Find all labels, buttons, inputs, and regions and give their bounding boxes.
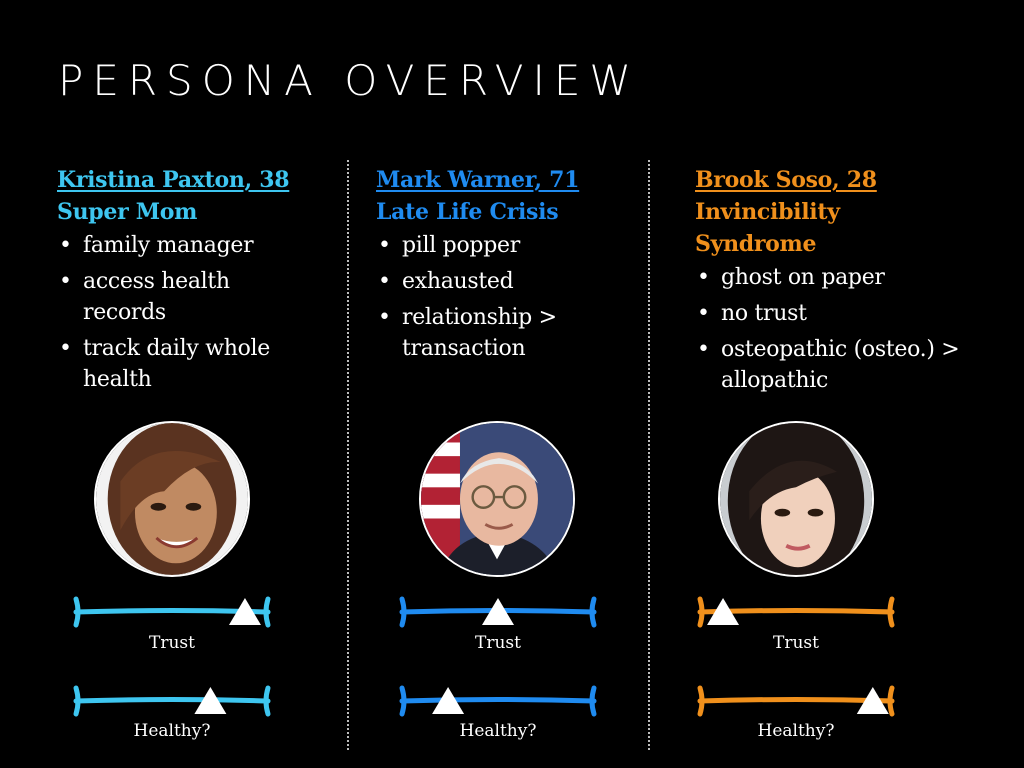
trust-scale [72,596,272,628]
persona-traits: pill popper exhausted relationship > tra… [376,230,636,364]
scale-marker-triangle [228,598,261,625]
trust-scale [398,596,598,628]
scale-marker-triangle [432,687,465,714]
persona-card-mark: Mark Warner, 71 Late Life Crisis pill po… [376,164,636,369]
scale-end-right [589,685,597,717]
healthy-scale [696,685,896,717]
trust-label: Trust [475,633,521,653]
scale-end-left [697,685,705,717]
persona-subtitle: Super Mom [57,199,198,225]
trait-item: osteopathic (osteo.) > allopathic [695,334,976,396]
persona-name: Brook Soso, 28 [695,167,877,193]
healthy-scale [72,685,272,717]
trait-item: access health records [57,266,283,328]
trust-scale-graphic [697,596,895,628]
scale-end-left [73,685,81,717]
avatar [419,421,575,577]
healthy-label: Healthy? [757,721,835,741]
persona-subtitle: Invincibility Syndrome [695,199,840,257]
scale-end-left [399,685,407,717]
persona-name: Kristina Paxton, 38 [57,167,290,193]
scale-end-right [887,596,895,628]
healthy-label: Healthy? [459,721,537,741]
trust-label: Trust [149,633,195,653]
page-title: PERSONA OVERVIEW [58,56,640,105]
scale-end-right [263,685,271,717]
persona-card-brook: Brook Soso, 28 Invincibility Syndrome gh… [695,164,995,401]
scale-end-right [589,596,597,628]
scale-end-right [263,596,271,628]
healthy-scale-graphic [399,685,597,717]
trust-scale-graphic [399,596,597,628]
column-divider [347,160,349,750]
persona-traits: ghost on paper no trust osteopathic (ost… [695,262,995,396]
scale-track [697,697,895,704]
scale-end-left [697,596,705,628]
healthy-label: Healthy? [133,721,211,741]
portrait-mark-image [421,423,573,575]
scale-marker-triangle [707,598,740,625]
portrait-kristina-image [96,423,248,575]
persona-card-kristina: Kristina Paxton, 38 Super Mom family man… [57,164,337,400]
scale-track [73,697,271,704]
scale-end-left [399,596,407,628]
persona-subtitle: Late Life Crisis [376,199,559,225]
trait-item: ghost on paper [695,262,995,293]
avatar [718,421,874,577]
trait-item: track daily whole health [57,333,308,395]
avatar [94,421,250,577]
scale-marker-triangle [482,598,514,625]
trust-scale-graphic [73,596,271,628]
trait-item: relationship > transaction [376,302,582,364]
scale-marker-triangle [856,687,889,714]
healthy-scale [398,685,598,717]
trait-item: family manager [57,230,337,261]
healthy-scale-graphic [697,685,895,717]
column-divider [648,160,650,750]
trait-item: no trust [695,298,995,329]
healthy-scale-graphic [73,685,271,717]
scale-marker-triangle [194,687,227,714]
scale-end-left [73,596,81,628]
trust-scale [696,596,896,628]
portrait-brook-image [720,423,872,575]
trait-item: pill popper [376,230,636,261]
trait-item: exhausted [376,266,636,297]
scale-end-right [887,685,895,717]
trust-label: Trust [773,633,819,653]
persona-name: Mark Warner, 71 [376,167,580,193]
scale-track [399,697,597,704]
persona-traits: family manager access health records tra… [57,230,337,395]
